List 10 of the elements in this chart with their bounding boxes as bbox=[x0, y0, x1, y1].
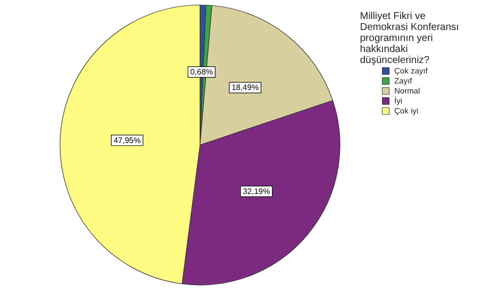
data-label: 32,19% bbox=[242, 186, 270, 196]
legend-label: Normal bbox=[394, 86, 420, 96]
legend-label: Çok zayıf bbox=[394, 66, 428, 76]
legend-label: Çok iyi bbox=[394, 106, 418, 116]
data-label: 47,95% bbox=[114, 136, 141, 145]
legend-title: Milliyet Fikri ve Demokrasi Konferansı programının yeri hakkındaki düşünceleriniz? bbox=[360, 11, 462, 66]
data-label: 0,68% bbox=[190, 68, 213, 77]
data-label: 18,49% bbox=[232, 83, 259, 92]
legend-label: İyi bbox=[394, 96, 402, 106]
legend-label: Zayıf bbox=[394, 76, 413, 86]
